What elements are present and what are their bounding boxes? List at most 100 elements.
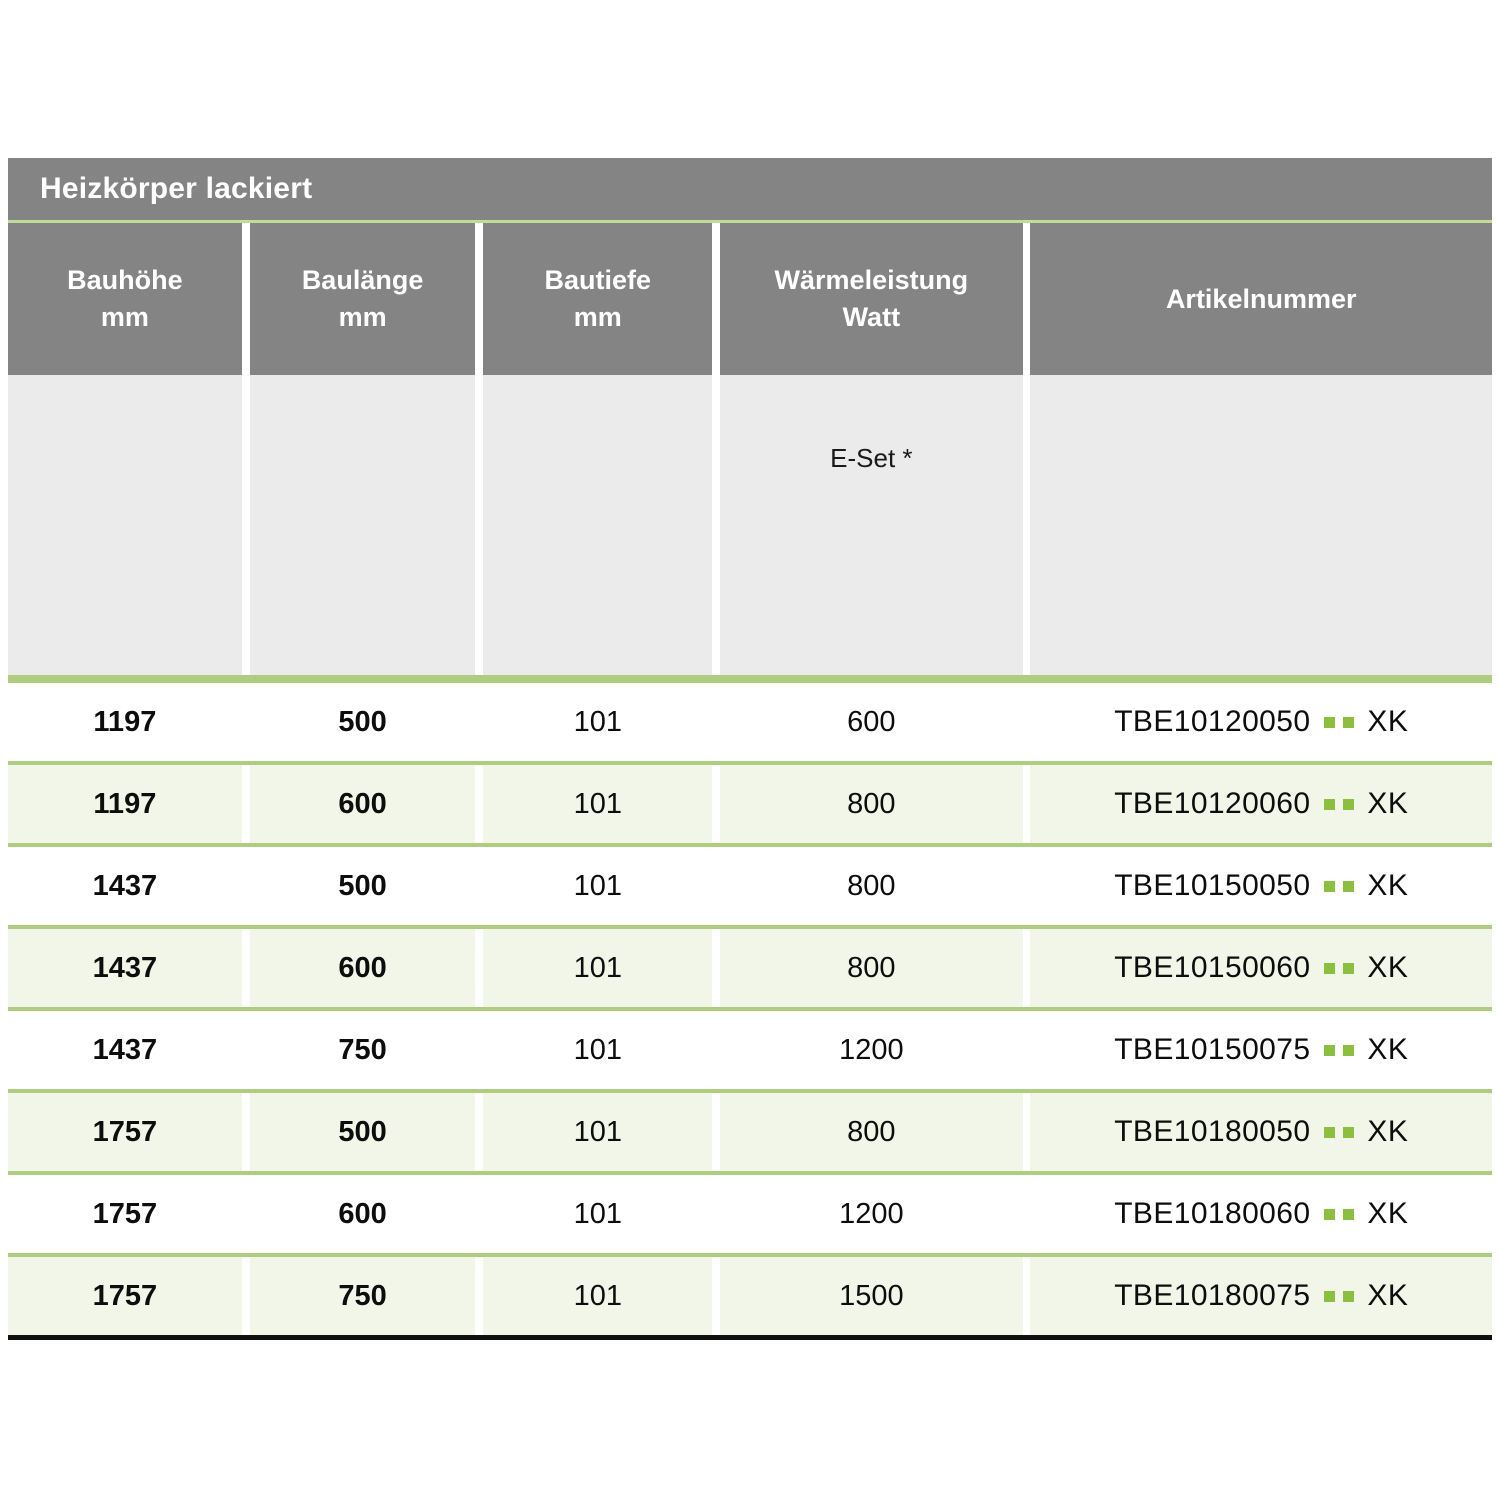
column-header-bautiefe-unit: mm [573,302,622,332]
column-header-waermeleistung: Wärmeleistung Watt [720,223,1023,375]
title-divider-rule [8,220,1492,223]
row-column-gap [475,1175,484,1253]
cell-bauhoehe: 1197 [93,705,157,738]
cell-waermeleistung: 1500 [839,1279,904,1312]
row-separator-rule [8,843,1492,847]
row-column-gap [241,929,250,1007]
artikelnummer-placeholder-dot-icon [1343,1208,1355,1220]
artikelnummer-prefix: TBE10180075 [1114,1279,1311,1312]
column-header-bauhoehe: Bauhöhe mm [8,223,242,375]
cell-waermeleistung: 600 [847,705,896,738]
row-column-gap [712,1175,721,1253]
subheader-cell-baulaenge [249,375,476,675]
row-separator-rule [8,925,1492,929]
cell-waermeleistung: 800 [847,787,896,820]
row-column-gap [475,1257,484,1335]
cell-bautiefe: 101 [573,1115,622,1148]
row-column-gap [712,765,721,843]
artikelnummer-placeholder-dot-icon [1343,880,1355,892]
cell-artikelnummer: TBE10120060 XK [1030,765,1492,843]
table-row: 1757 500 101 800 TBE10180050 XK [8,1093,1492,1171]
artikelnummer-placeholder-dot-icon [1324,798,1336,810]
cell-bauhoehe: 1437 [92,1033,158,1066]
row-separator-rule [8,1253,1492,1257]
artikelnummer-placeholder-dot-icon [1343,1044,1355,1056]
artikelnummer-suffix: XK [1367,1033,1409,1066]
table-title-bar: Heizkörper lackiert [8,158,1492,220]
row-column-gap [475,929,484,1007]
cell-waermeleistung: 1200 [839,1033,904,1066]
cell-baulaenge: 750 [338,1033,387,1066]
row-column-gap [1022,847,1031,925]
row-column-gap [475,1093,484,1171]
cell-bauhoehe: 1757 [92,1115,158,1148]
cell-baulaenge: 500 [338,869,387,902]
cell-artikelnummer: TBE10180060 XK [1030,1175,1492,1253]
subheader-band: E-Set * [8,375,1492,675]
row-column-gap [712,1257,721,1335]
artikelnummer-placeholder-dot-icon [1343,798,1355,810]
row-column-gap [475,1011,484,1089]
artikelnummer-placeholder-dot-icon [1343,1290,1355,1302]
artikelnummer-prefix: TBE10150075 [1114,1033,1311,1066]
artikelnummer-placeholder-dot-icon [1324,716,1336,728]
cell-bauhoehe: 1437 [92,869,158,902]
subheader-column-gap [712,375,721,675]
header-column-gap [241,223,250,375]
row-column-gap [241,683,250,761]
cell-baulaenge: 500 [338,1115,387,1148]
artikelnummer-placeholder-dot-icon [1343,716,1355,728]
row-column-gap [475,847,484,925]
cell-baulaenge: 600 [338,787,387,820]
cell-artikelnummer: TBE10120050 XK [1030,683,1492,761]
artikelnummer-suffix: XK [1367,869,1409,902]
header-column-gap [1022,223,1031,375]
artikelnummer-suffix: XK [1367,787,1409,820]
row-column-gap [712,929,721,1007]
artikelnummer-prefix: TBE10150050 [1114,869,1311,902]
header-column-gap [712,223,721,375]
cell-bauhoehe: 1757 [92,1197,158,1230]
subheader-cell-bautiefe [483,375,713,675]
cell-bautiefe: 101 [573,1033,622,1066]
column-header-baulaenge-label: Baulänge [301,265,424,296]
subheader-column-gap [475,375,484,675]
subheader-cell-artikelnummer [1030,375,1492,675]
artikelnummer-placeholder-dot-icon [1324,1208,1336,1220]
row-column-gap [1022,1093,1031,1171]
table-title: Heizkörper lackiert [40,172,313,205]
row-column-gap [475,765,484,843]
column-header-baulaenge-unit: mm [338,302,387,332]
table-row: 1437 500 101 800 TBE10150050 XK [8,847,1492,925]
cell-baulaenge: 500 [338,705,387,738]
row-column-gap [712,1011,721,1089]
cell-artikelnummer: TBE10180050 XK [1030,1093,1492,1171]
subheader-cell-eset-note: E-Set * [720,375,1023,675]
cell-artikelnummer: TBE10150050 XK [1030,847,1492,925]
row-column-gap [1022,683,1031,761]
artikelnummer-placeholder-dot-icon [1324,880,1336,892]
column-header-artikelnummer-label: Artikelnummer [1165,283,1357,314]
cell-bautiefe: 101 [573,787,622,820]
artikelnummer-placeholder-dot-icon [1324,962,1336,974]
table-header-row: Bauhöhe mm Baulänge mm Bautiefe mm Wärme… [8,223,1492,375]
artikelnummer-suffix: XK [1367,1197,1409,1230]
cell-waermeleistung: 800 [847,869,896,902]
row-column-gap [1022,1011,1031,1089]
column-header-artikelnummer: Artikelnummer [1030,223,1492,375]
row-column-gap [241,847,250,925]
artikelnummer-prefix: TBE10180050 [1114,1115,1311,1148]
cell-artikelnummer: TBE10150075 XK [1030,1011,1492,1089]
column-header-baulaenge: Baulänge mm [249,223,476,375]
artikelnummer-prefix: TBE10120050 [1114,705,1311,738]
artikelnummer-suffix: XK [1367,705,1409,738]
column-header-bautiefe: Bautiefe mm [483,223,713,375]
subheader-bottom-accent-rule [8,675,1492,683]
cell-baulaenge: 600 [338,951,387,984]
artikelnummer-placeholder-dot-icon [1343,962,1355,974]
row-column-gap [1022,765,1031,843]
table-row: 1757 750 101 1500 TBE10180075 XK [8,1257,1492,1335]
column-header-bauhoehe-label: Bauhöhe [67,265,183,296]
row-column-gap [475,683,484,761]
artikelnummer-prefix: TBE10150060 [1114,951,1311,984]
